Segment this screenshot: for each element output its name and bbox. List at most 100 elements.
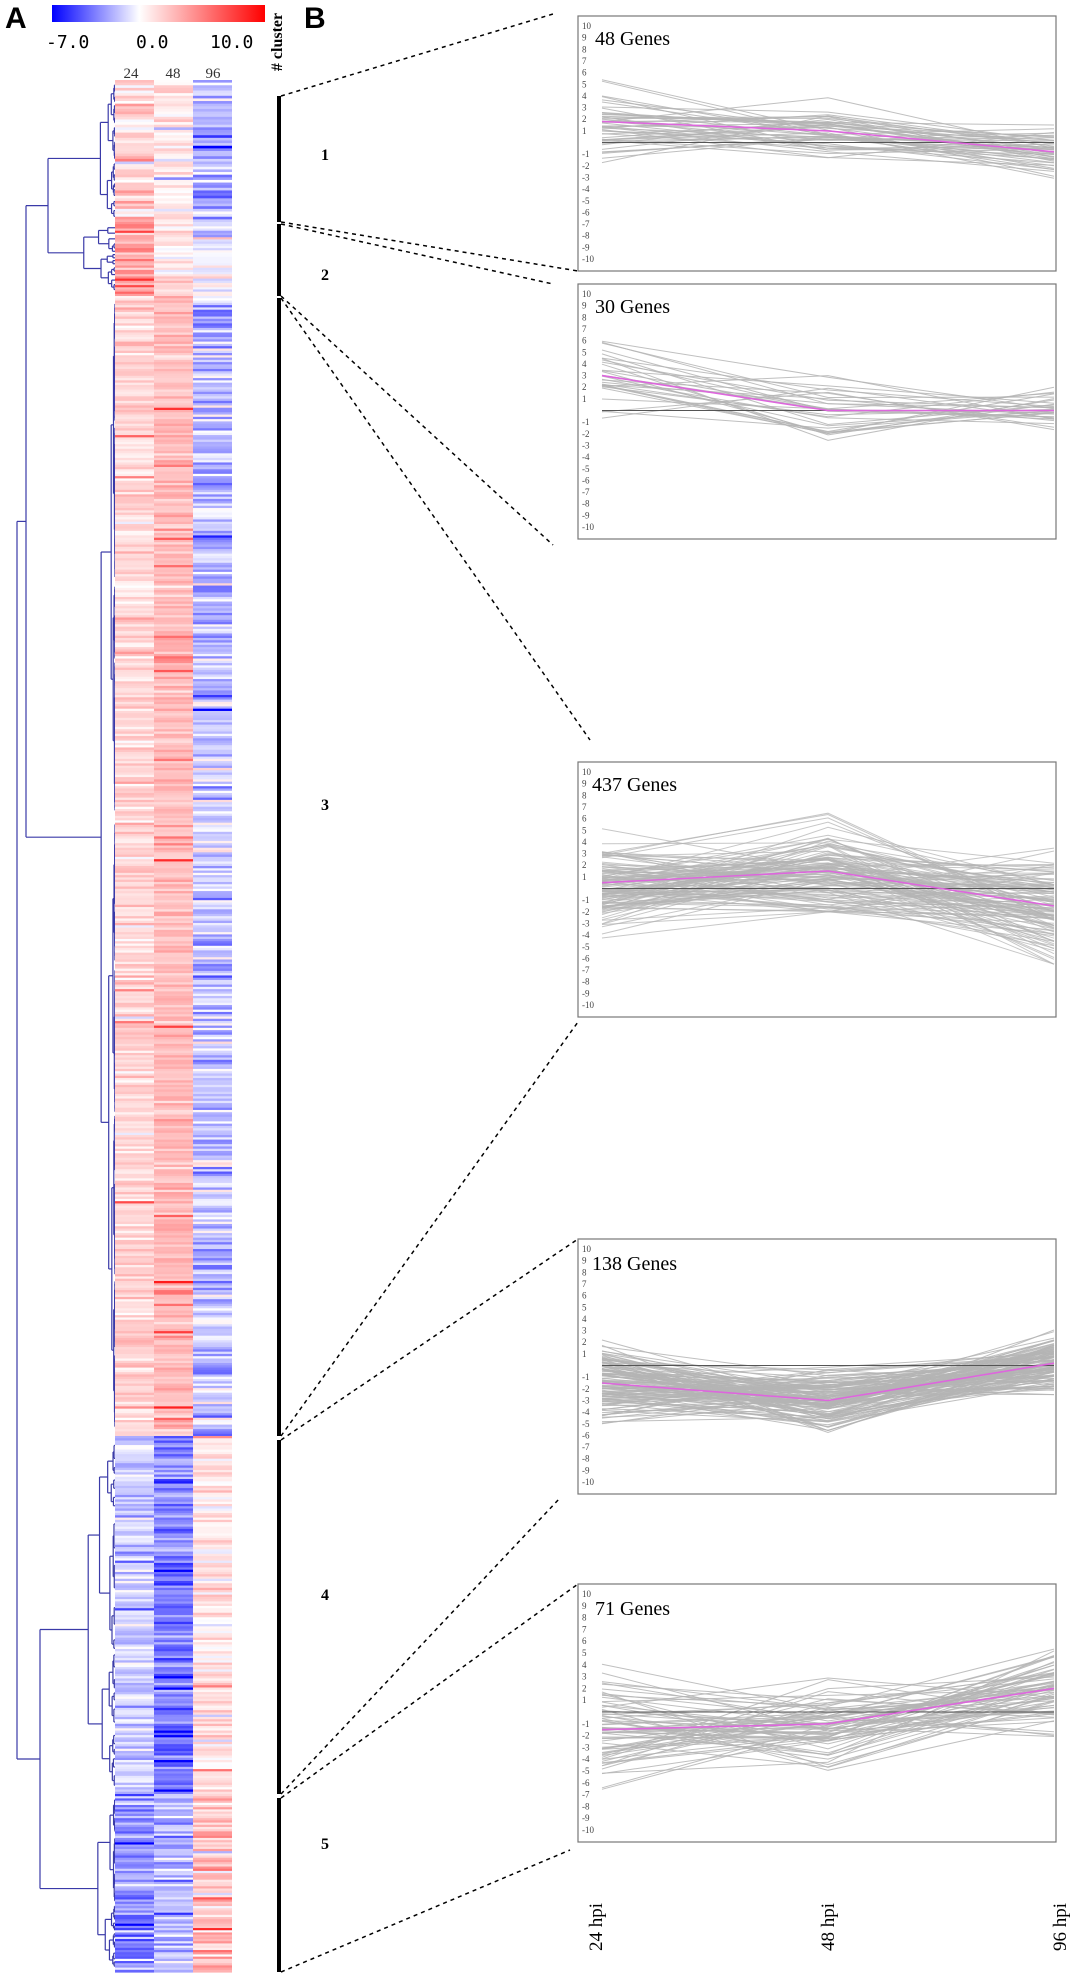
heatmap-cell xyxy=(154,1055,193,1059)
heatmap-cell xyxy=(193,1853,232,1857)
heatmap-cell xyxy=(193,1100,232,1104)
heatmap-cell xyxy=(115,1703,154,1707)
heatmap-cell xyxy=(115,203,154,207)
cluster-number-4: 4 xyxy=(321,1587,329,1604)
heatmap-cell xyxy=(193,285,232,288)
heatmap-cell xyxy=(115,676,154,680)
heatmap-cell xyxy=(115,469,154,473)
y-tick-label: -2 xyxy=(582,1731,590,1741)
heatmap-cell xyxy=(193,355,232,359)
heatmap-cell xyxy=(193,1107,232,1111)
connector-line xyxy=(280,1583,579,1799)
heatmap-cell xyxy=(154,1440,193,1444)
heatmap-cell xyxy=(115,838,154,842)
heatmap-cell xyxy=(193,665,232,669)
y-tick-label: -4 xyxy=(582,452,590,462)
heatmap-cell xyxy=(115,945,154,949)
heatmap-cell xyxy=(115,761,154,764)
heatmap-cell xyxy=(193,779,232,783)
heatmap-cell xyxy=(115,1621,154,1625)
heatmap-cell xyxy=(115,909,154,913)
heatmap-cell xyxy=(115,384,154,388)
heatmap-cell xyxy=(154,875,193,878)
heatmap-cell xyxy=(115,261,154,264)
heatmap-cell xyxy=(193,293,232,297)
heatmap-cell xyxy=(115,1780,154,1784)
heatmap-cell xyxy=(193,546,232,550)
heatmap-cell xyxy=(154,1180,193,1184)
heatmap-cell xyxy=(154,628,193,632)
heatmap-cell xyxy=(154,1392,193,1396)
heatmap-cell xyxy=(154,1630,193,1634)
heatmap-cell xyxy=(115,1379,154,1382)
heatmap-cell xyxy=(154,1166,193,1170)
mean-profile-line-cluster-4 xyxy=(601,1362,1055,1402)
heatmap-cell xyxy=(154,1178,193,1182)
heatmap-cell xyxy=(115,1583,154,1587)
heatmap-cell xyxy=(154,1121,193,1125)
heatmap-cell xyxy=(115,1868,154,1872)
heatmap-cell xyxy=(154,834,193,837)
heatmap-cell xyxy=(115,1628,154,1632)
heatmap-cell xyxy=(193,628,232,632)
heatmap-cell xyxy=(193,1655,232,1659)
heatmap-cell xyxy=(154,471,193,475)
heatmap-cell xyxy=(154,444,193,448)
heatmap-cell xyxy=(193,216,232,220)
heatmap-cell xyxy=(154,710,193,714)
heatmap-cell xyxy=(154,1123,193,1127)
heatmap-cell xyxy=(193,1712,232,1716)
heatmap-cell xyxy=(154,859,193,863)
heatmap-cell xyxy=(193,1939,232,1942)
heatmap-cell xyxy=(193,334,232,338)
heatmap-cell xyxy=(154,1160,193,1163)
heatmap-cell xyxy=(154,1201,193,1205)
heatmap-cell xyxy=(115,353,154,356)
gene-profile-line xyxy=(601,888,1055,937)
gene-profile-line xyxy=(601,854,1055,901)
y-tick-label: -8 xyxy=(582,499,590,509)
y-tick-label: 4 xyxy=(582,1660,587,1670)
heatmap-cell xyxy=(193,1610,232,1614)
cluster-number-2: 2 xyxy=(321,267,329,284)
heatmap-cell xyxy=(115,462,154,466)
heatmap-cell xyxy=(154,964,193,967)
heatmap-cell xyxy=(193,824,232,828)
heatmap-cell xyxy=(154,895,193,899)
heatmap-cell xyxy=(154,316,193,320)
heatmap-cell xyxy=(154,1340,193,1344)
heatmap-cell xyxy=(193,660,232,664)
heatmap-cell xyxy=(115,1153,154,1157)
heatmap-cell xyxy=(115,1764,154,1768)
heatmap-cell xyxy=(115,1123,154,1127)
heatmap-cell xyxy=(154,891,193,894)
heatmap-cell xyxy=(115,813,154,817)
heatmap-cell xyxy=(193,633,232,637)
heatmap-cell xyxy=(193,1822,232,1826)
heatmap-cell xyxy=(154,1961,193,1964)
heatmap-cell xyxy=(193,1043,232,1047)
heatmap-cell xyxy=(154,1094,193,1097)
heatmap-cell xyxy=(154,137,193,142)
heatmap-cell xyxy=(115,1571,154,1575)
heatmap-cell xyxy=(115,259,154,262)
heatmap-cell xyxy=(115,1454,154,1457)
heatmap-cell xyxy=(115,1800,154,1804)
panel-a-label: A xyxy=(5,2,27,35)
heatmap-cell xyxy=(193,1317,232,1321)
heatmap-cell xyxy=(154,323,193,327)
heatmap-cell xyxy=(115,923,154,926)
heatmap-cell xyxy=(115,729,154,733)
heatmap-cell xyxy=(193,1967,232,1971)
heatmap-cell xyxy=(115,350,154,354)
heatmap-cell xyxy=(154,900,193,904)
heatmap-cell xyxy=(193,1276,232,1280)
heatmap-cell xyxy=(115,265,154,269)
heatmap-cell xyxy=(115,1433,154,1437)
heatmap-cell xyxy=(193,909,232,913)
heatmap-cell xyxy=(154,1818,193,1821)
heatmap-cell xyxy=(115,861,154,865)
heatmap-cell xyxy=(154,1246,193,1250)
heatmap-cell xyxy=(193,1381,232,1385)
gene-profile-line xyxy=(601,387,1055,419)
